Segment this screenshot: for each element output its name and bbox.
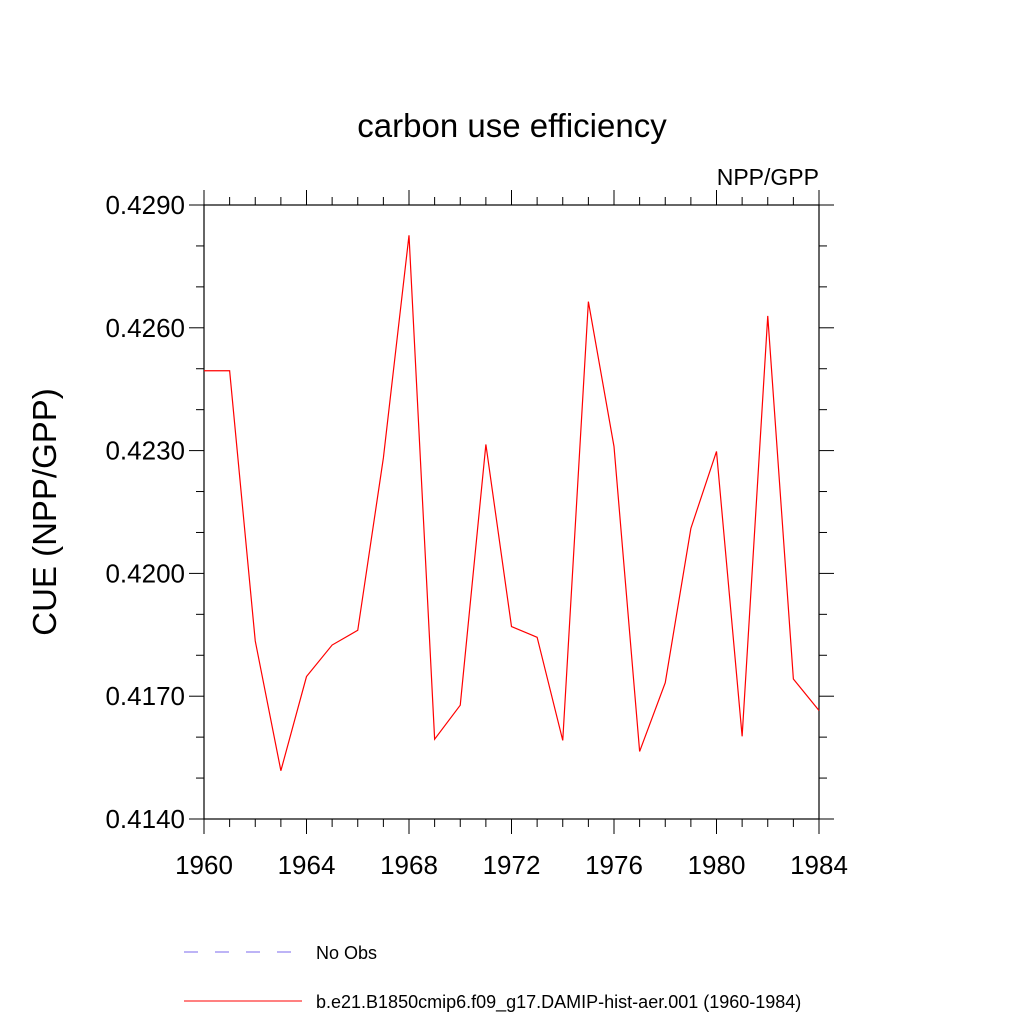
x-tick-label: 1980 xyxy=(688,850,746,880)
series-layer xyxy=(203,235,820,771)
x-tick-label: 1968 xyxy=(380,850,438,880)
series-line-1 xyxy=(204,235,820,771)
y-tick-label: 0.4230 xyxy=(105,436,185,466)
legend-label: b.e21.B1850cmip6.f09_g17.DAMIP-hist-aer.… xyxy=(316,992,801,1013)
y-tick-label: 0.4200 xyxy=(105,558,185,588)
plot-frame xyxy=(203,204,820,820)
x-tick-label: 1972 xyxy=(483,850,541,880)
x-tick-label: 1984 xyxy=(790,850,848,880)
x-tick-label: 1976 xyxy=(585,850,643,880)
x-tick-label: 1960 xyxy=(175,850,233,880)
y-axis-label: CUE (NPP/GPP) xyxy=(26,388,63,636)
plot-axes: 0.4140 0.4170 0.4200 0.4230 0.4260 0.4290 1960… xyxy=(105,190,848,880)
legend-label: No Obs xyxy=(316,943,377,963)
legend: No Obs b.e21.B1850cmip6.f09_g17.DAMIP-his… xyxy=(184,943,801,1013)
y-tick-label: 0.4170 xyxy=(105,681,185,711)
x-tick-label: 1964 xyxy=(278,850,336,880)
chart-title: carbon use efficiency xyxy=(357,107,667,144)
y-tick-label: 0.4290 xyxy=(105,190,185,220)
y-tick-label: 0.4260 xyxy=(105,313,185,343)
y-tick-label: 0.4140 xyxy=(105,804,185,834)
chart-subtitle: NPP/GPP xyxy=(717,164,819,190)
